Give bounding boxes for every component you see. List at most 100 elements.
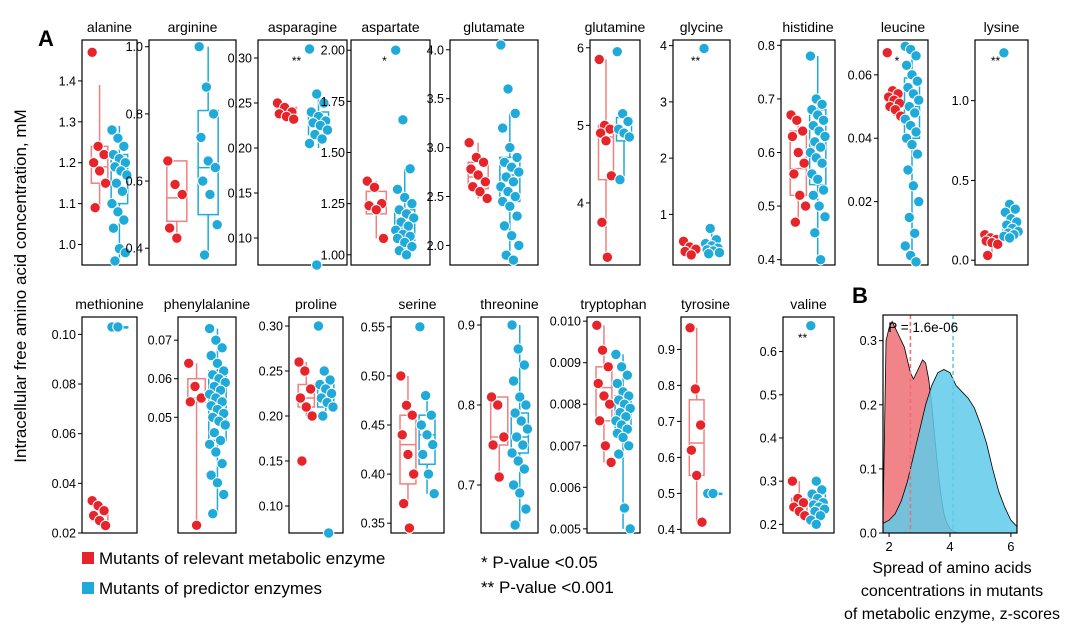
- valine-title: valine: [790, 296, 827, 312]
- amino-acid-panel-alanine: alanine 1.0 1.1 1.2 1.3 1.4: [59, 19, 138, 267]
- amino-acid-panel-tryptophan: tryptophan 0.005 0.006 0.007 0.008 0.009 0.010: [550, 296, 647, 536]
- glutamine-tick-label: 5: [577, 119, 584, 133]
- glutamate-frame: [449, 39, 539, 266]
- tyrosine-frame: [680, 316, 731, 534]
- tryptophan-tick-label: 0.010: [550, 315, 581, 329]
- aspartate-blue-point: [391, 183, 404, 196]
- lysine-red-point: [981, 249, 994, 262]
- density-y-tick-label: 0.0: [860, 527, 877, 541]
- valine-tick-label: 0.5: [760, 388, 777, 402]
- glutamate-blue-point: [509, 107, 521, 120]
- legend-swatch-red: [82, 552, 94, 564]
- alanine-blue-point: [119, 247, 132, 259]
- tryptophan-blue-point: [611, 377, 624, 390]
- asparagine-red-point: [287, 113, 300, 125]
- lysine-blue-point: [1003, 232, 1016, 244]
- histidine-tick-label: 0.6: [758, 146, 775, 160]
- glutamate-blue-point: [511, 151, 523, 164]
- phenylalanine-red-point: [184, 396, 196, 408]
- threonine-red-point: [485, 391, 498, 403]
- leucine-significance: *: [895, 54, 900, 68]
- tryptophan-frame: [586, 316, 641, 534]
- lysine-tick-label: 0.5: [952, 174, 969, 188]
- amino-acid-panel-lysine: lysine 0.0 0.5 1.0 **: [952, 19, 1029, 268]
- density-y-tick-label: 0.3: [860, 334, 877, 348]
- threonine-blue-point: [512, 455, 524, 467]
- alanine-tick-label: 1.2: [59, 156, 76, 170]
- histidine-blue-point: [817, 114, 830, 127]
- aspartate-blue-point: [400, 249, 413, 261]
- alanine-red-point: [98, 148, 110, 161]
- alanine-frame: [81, 39, 138, 266]
- arginine-blue-point: [195, 131, 207, 144]
- threonine-blue-point: [518, 463, 531, 475]
- leucine-tick-label: 0.02: [848, 195, 872, 209]
- asparagine-significance: **: [292, 54, 302, 68]
- alanine-blue-point: [107, 222, 120, 234]
- glycine-red-point: [685, 249, 697, 261]
- histidine-tick-label: 0.8: [758, 39, 775, 53]
- alanine-blue-point: [106, 197, 118, 210]
- serine-tick-label: 0.45: [361, 419, 385, 433]
- density-x-axis-label: Spread of amino acids: [872, 560, 1031, 577]
- glutamate-blue-point: [505, 229, 518, 242]
- proline-blue-point: [327, 401, 339, 413]
- leucine-blue-point: [907, 180, 920, 192]
- glutamine-title: glutamine: [585, 19, 646, 35]
- alanine-tick-label: 1.4: [59, 74, 76, 88]
- serine-tick-label: 0.50: [361, 369, 385, 383]
- threonine-tick-label: 0.9: [458, 319, 475, 333]
- glutamine-tick-label: 4: [577, 196, 584, 210]
- density-x-axis-label: of metabolic enzyme, z-scores: [844, 606, 1060, 623]
- methionine-tick-label: 0.04: [52, 477, 76, 491]
- tryptophan-title: tryptophan: [580, 296, 646, 312]
- tyrosine-tick-label: 0.7: [658, 415, 675, 429]
- glutamate-red-point: [479, 176, 492, 188]
- tryptophan-red-point: [598, 390, 610, 402]
- glycine-title: glycine: [680, 19, 724, 35]
- phenylalanine-blue-point: [211, 357, 224, 369]
- proline-tick-label: 0.15: [259, 455, 283, 469]
- density-y-tick-label: 0.1: [860, 462, 877, 476]
- histidine-blue-point: [804, 50, 817, 62]
- serine-blue-point: [414, 321, 426, 333]
- arginine-blue-point: [193, 41, 205, 53]
- glutamate-blue-point: [496, 122, 509, 134]
- amino-acid-panel-aspartate: aspartate 1.00 1.25 1.50 1.75 2.00 *: [321, 19, 431, 266]
- tyrosine-red-point: [689, 383, 702, 395]
- phenylalanine-blue-point: [216, 342, 228, 354]
- asparagine-blue-point: [316, 133, 328, 145]
- histidine-tick-label: 0.4: [758, 253, 775, 267]
- proline-red-point: [293, 356, 305, 368]
- phenylalanine-red-point: [189, 380, 201, 393]
- threonine-blue-point: [509, 519, 521, 531]
- phenylalanine-red-point: [190, 519, 203, 531]
- threonine-tick-label: 0.7: [458, 479, 475, 493]
- threonine-blue-point: [512, 343, 524, 355]
- tyrosine-tick-label: 0.4: [658, 523, 675, 537]
- tryptophan-red-point: [592, 377, 604, 390]
- asparagine-tick-label: 0.15: [228, 187, 252, 201]
- phenylalanine-blue-point: [205, 469, 217, 481]
- tryptophan-blue-point: [610, 348, 622, 361]
- glutamate-blue-point: [507, 254, 520, 266]
- lysine-red-point: [991, 238, 1004, 250]
- serine-blue-point: [415, 419, 428, 431]
- amino-acid-panel-proline: proline 0.10 0.15 0.20 0.25 0.30: [259, 296, 344, 539]
- glycine-blue-point: [713, 246, 726, 259]
- legend-label-blue: Mutants of predictor enzymes: [99, 579, 322, 598]
- glutamate-tick-label: 2.0: [427, 239, 444, 253]
- threonine-blue-point: [506, 447, 518, 459]
- proline-tick-label: 0.25: [259, 365, 283, 379]
- threonine-blue-point: [521, 423, 534, 435]
- alanine-blue-point: [116, 185, 129, 198]
- glutamine-blue-point: [623, 131, 636, 143]
- leucine-blue-point: [910, 256, 922, 268]
- threonine-blue-point: [514, 487, 526, 499]
- amino-acid-panel-methionine: methionine 0.02 0.04 0.06 0.08 0.10: [52, 296, 144, 541]
- methionine-tick-label: 0.06: [52, 427, 76, 441]
- valine-blue-point: [805, 319, 817, 332]
- leucine-blue-point: [913, 94, 925, 106]
- histidine-red-point: [786, 130, 799, 143]
- glutamate-blue-point: [502, 83, 514, 95]
